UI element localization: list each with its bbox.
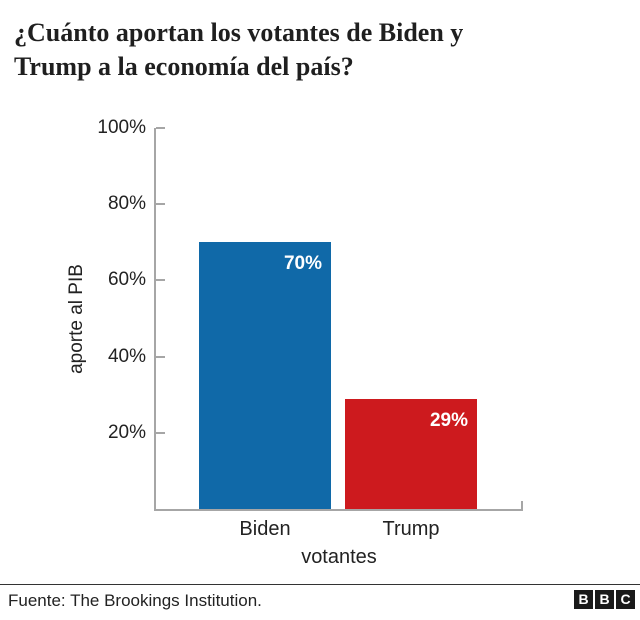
bbc-logo-block: C — [616, 590, 635, 609]
y-tick-label: 80% — [107, 193, 146, 215]
y-tick-label: 60% — [107, 269, 146, 291]
chart-title: ¿Cuánto aportan los votantes de Biden y … — [14, 18, 464, 81]
category-label-biden: Biden — [239, 518, 291, 540]
y-axis-line — [154, 128, 156, 511]
y-tick-label: 100% — [97, 117, 146, 138]
bbc-logo-block: B — [574, 590, 593, 609]
source-credit: Fuente: The Brookings Institution. — [8, 591, 262, 610]
bar-trump — [345, 398, 477, 509]
bar-biden — [199, 242, 331, 509]
footer-divider — [0, 584, 640, 585]
y-tick-mark — [156, 431, 165, 434]
y-tick-mark — [156, 279, 165, 282]
x-axis-line — [154, 509, 523, 511]
y-tick-mark — [156, 355, 165, 358]
x-axis-end-tick — [521, 501, 523, 509]
bar-value-label: 29% — [429, 409, 468, 431]
y-tick-label: 20% — [107, 421, 146, 443]
x-axis-title: votantes — [301, 546, 377, 568]
category-label-trump: Trump — [382, 518, 440, 540]
y-tick-mark — [156, 127, 165, 129]
y-tick-label: 40% — [107, 345, 146, 367]
y-tick-mark — [156, 203, 165, 206]
bbc-logo-block: B — [595, 590, 614, 609]
bar-value-label: 70% — [283, 253, 322, 275]
